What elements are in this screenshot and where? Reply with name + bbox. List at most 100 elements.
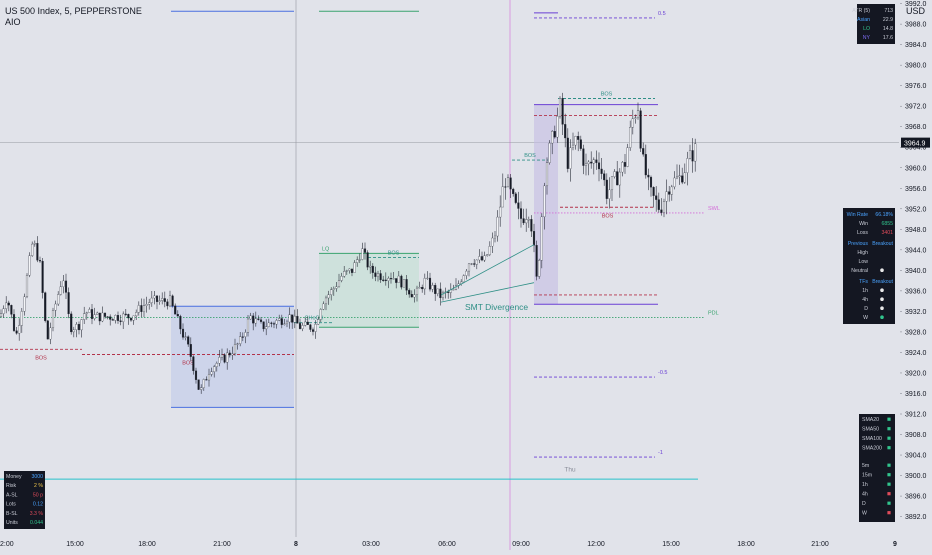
candle-body <box>579 139 582 149</box>
candle-body <box>337 280 341 287</box>
candle-body <box>168 295 172 307</box>
candle-body <box>2 308 5 314</box>
candle-body <box>241 336 244 338</box>
status-square <box>887 501 891 505</box>
candle-body <box>192 356 195 372</box>
candle-body <box>616 171 619 186</box>
y-tick-label: 3908.0 <box>905 432 927 439</box>
candle-body <box>324 297 328 305</box>
candle-body <box>668 191 671 195</box>
y-tick-label: 3940.0 <box>905 268 927 275</box>
candle-body <box>205 379 208 381</box>
candle-body <box>610 176 614 191</box>
candle-body <box>44 292 47 321</box>
candle-body <box>23 296 26 312</box>
candle-body <box>10 305 13 315</box>
candle-body <box>171 295 174 307</box>
candle-body <box>660 209 663 213</box>
y-tick-label: 3992.0 <box>905 1 927 8</box>
x-tick-label: 15:00 <box>66 541 84 548</box>
money-row-label: Risk <box>6 483 16 489</box>
candle-body <box>439 288 442 299</box>
candle-body <box>38 260 42 262</box>
candle-body <box>145 304 148 306</box>
candle-body <box>574 136 577 146</box>
money-row-label: Units <box>6 520 18 526</box>
y-tick-label: 3968.0 <box>905 124 927 131</box>
x-tick-label: 9 <box>893 541 897 548</box>
candle-body <box>665 191 668 202</box>
x-tick-label: 09:00 <box>512 541 530 548</box>
candle-body <box>613 171 616 177</box>
candle-body <box>140 305 143 312</box>
candle-body <box>561 98 564 125</box>
level-label: -0.5 <box>658 370 667 376</box>
candle-body <box>15 330 18 334</box>
money-row-value: 2 % <box>34 483 43 489</box>
candle-body <box>525 219 528 224</box>
candle-body <box>335 286 338 289</box>
candle-body <box>447 291 450 293</box>
y-tick-label: 3948.0 <box>905 227 927 234</box>
candle-layer <box>0 92 697 394</box>
candle-body <box>135 312 138 317</box>
stats-row-label: Win <box>859 221 868 227</box>
candle-body <box>288 314 291 323</box>
candle-body <box>512 188 515 194</box>
y-tick-label: 3892.0 <box>905 514 927 521</box>
candle-body <box>506 177 510 187</box>
candle-body <box>626 147 629 167</box>
candle-body <box>158 300 161 302</box>
current-price-label: 3964.9 <box>904 141 926 148</box>
candle-body <box>116 315 120 321</box>
candle-body <box>213 366 216 372</box>
candle-body <box>174 305 177 315</box>
candle-body <box>275 320 278 325</box>
candle-body <box>621 162 624 173</box>
candle-body <box>501 186 504 208</box>
status-square <box>887 482 891 486</box>
candle-body <box>155 295 159 302</box>
sma-tf-label: 4h <box>862 492 868 498</box>
candle-body <box>233 344 237 354</box>
atr-row-value: 22.9 <box>883 17 893 23</box>
candle-body <box>436 288 439 294</box>
candle-body <box>85 312 88 314</box>
candle-body <box>387 278 390 281</box>
stats-header: TFs <box>859 279 868 285</box>
status-square <box>887 427 891 431</box>
candle-body <box>623 162 627 167</box>
candle-body <box>543 185 546 218</box>
candle-body <box>106 316 109 318</box>
candle-body <box>348 268 351 271</box>
candle-body <box>535 245 538 277</box>
stats-header: Breakout <box>872 279 893 285</box>
level-label: PDL <box>708 311 719 317</box>
candle-body <box>470 263 473 265</box>
candle-body <box>218 357 221 364</box>
money-row-value: 3000 <box>31 474 43 480</box>
candle-body <box>551 131 554 144</box>
smt-line <box>440 282 535 303</box>
candle-body <box>148 302 151 305</box>
candle-body <box>395 278 398 283</box>
zone-layer <box>171 104 558 408</box>
candle-body <box>77 324 81 331</box>
sma-tf-label: 1h <box>862 482 868 488</box>
candle-body <box>465 270 468 276</box>
candle-body <box>590 161 593 164</box>
candle-body <box>226 352 229 363</box>
candle-body <box>582 148 585 166</box>
time-axis: 2:00 15:00 18:00 21:00 8 03:00 06:00 09:00 12:00… <box>0 541 897 548</box>
candle-body <box>584 163 588 166</box>
x-tick-label: 18:00 <box>138 541 156 548</box>
y-tick-label: 3928.0 <box>905 329 927 336</box>
stats-prev-label: High <box>857 250 868 256</box>
candle-body <box>343 271 346 277</box>
money-row-value: 3.3 % <box>30 511 44 517</box>
candle-body <box>597 162 601 170</box>
stats-row-value: 66.18% <box>875 212 893 218</box>
candle-body <box>478 256 481 261</box>
